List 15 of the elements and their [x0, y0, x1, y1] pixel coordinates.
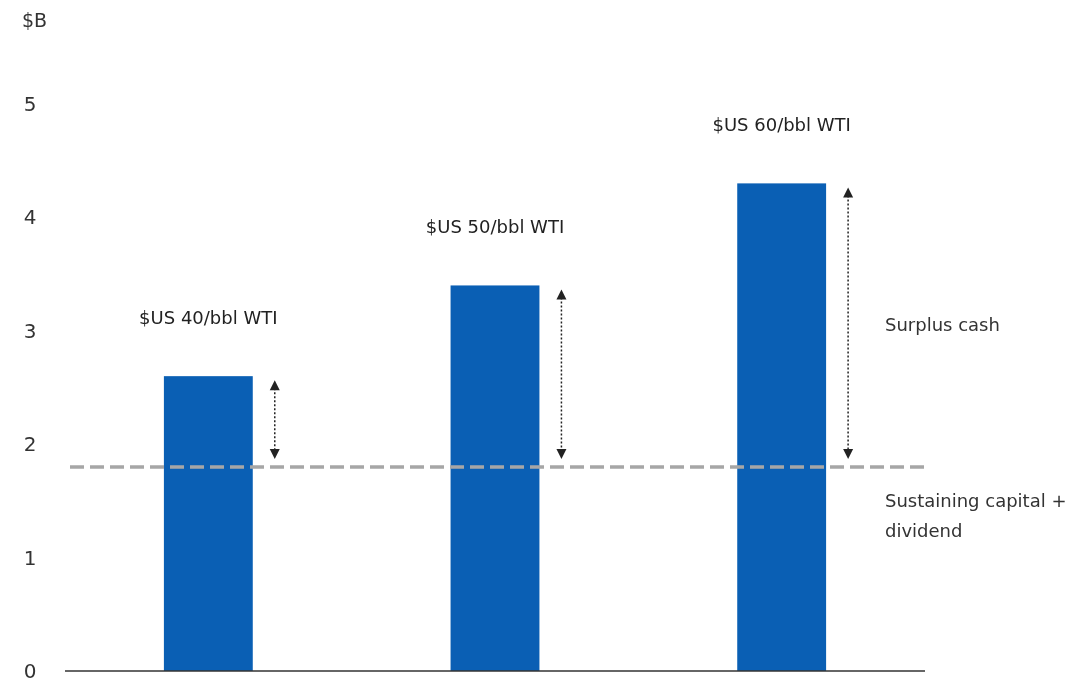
bar [450, 285, 540, 671]
x-tick-label: $US 60/bbl WTI [712, 114, 851, 136]
y-tick-label: 4 [23, 205, 37, 230]
annotation: Surplus cash [885, 314, 1000, 336]
bar [163, 376, 253, 671]
y-tick-label: 1 [23, 545, 37, 570]
x-tick-label: $US 40/bbl WTI [139, 307, 278, 329]
y-axis-title: $B [22, 9, 48, 31]
y-tick-label: 5 [23, 92, 37, 116]
y-tick-label: 0 [23, 659, 37, 681]
y-tick-label: 3 [23, 318, 37, 343]
y-tick-label: 2 [23, 432, 37, 457]
bar [737, 183, 827, 671]
x-tick-label: $US 50/bbl WTI [425, 216, 565, 238]
ref-line-label: Sustaining capital + dividend [885, 489, 1067, 541]
